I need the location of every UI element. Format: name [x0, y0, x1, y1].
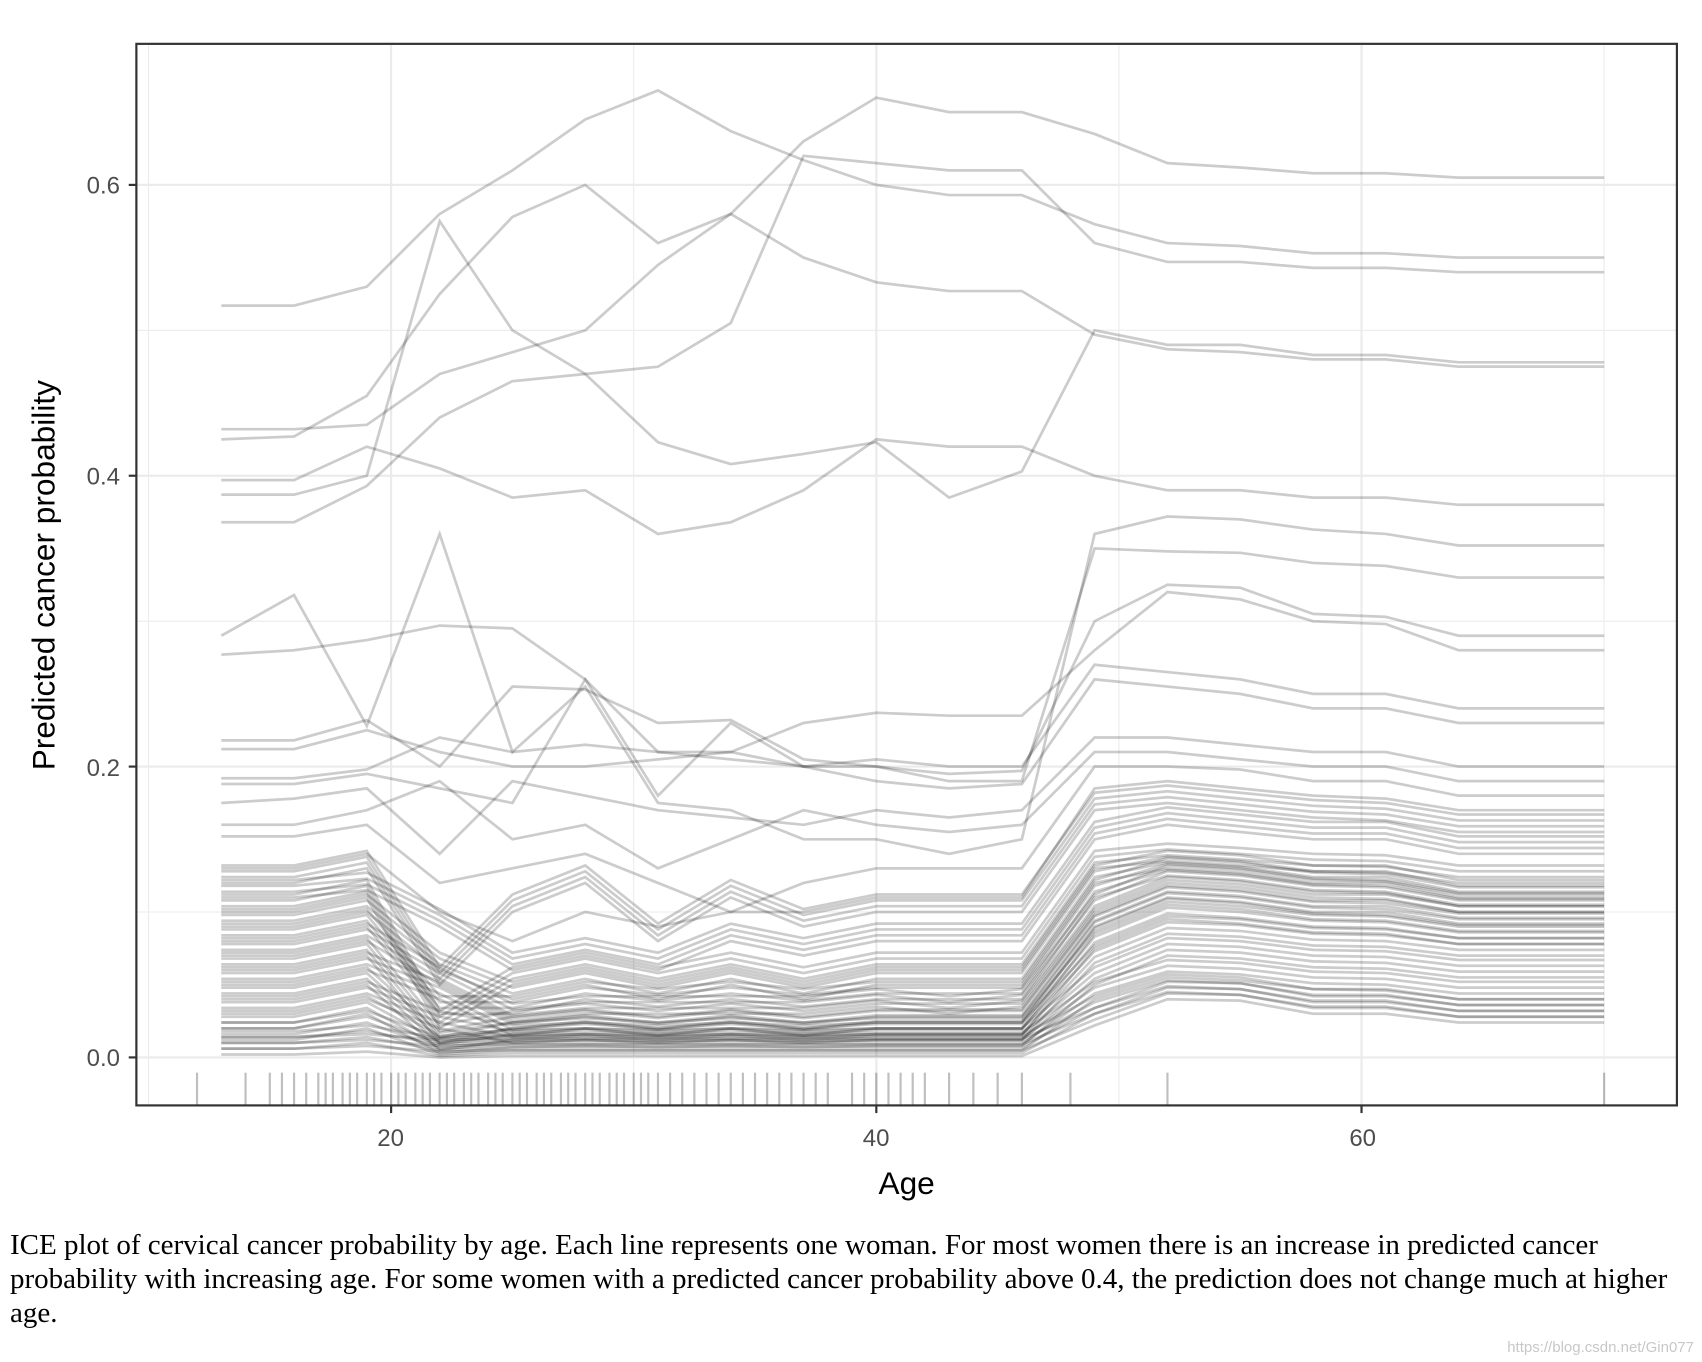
- ice-line: [221, 789, 1605, 976]
- ice-line: [221, 984, 1605, 1052]
- ice-line: [221, 784, 1605, 970]
- ice-line: [221, 663, 1605, 780]
- ice-line: [221, 795, 1605, 982]
- ice-line: [221, 676, 1605, 805]
- ice-line: [221, 990, 1605, 1058]
- ice-line: [221, 881, 1605, 1023]
- ice-line: [221, 590, 1605, 768]
- y-tick-label: 0.4: [87, 464, 120, 491]
- ice-line: [221, 842, 1605, 1013]
- ice-line: [221, 750, 1605, 870]
- ice-line: [221, 980, 1605, 1042]
- ice-line: [221, 903, 1605, 1037]
- ice-lines: [220, 88, 1605, 1059]
- ice-line: [221, 855, 1605, 989]
- ice-line: [221, 779, 1605, 943]
- x-tick-label: 60: [1349, 1125, 1376, 1152]
- ice-line: [221, 868, 1605, 1010]
- ice-line: [221, 859, 1605, 1031]
- ice-line: [221, 878, 1605, 1027]
- y-tick-label: 0.2: [87, 755, 120, 782]
- ice-line: [221, 900, 1605, 1035]
- ice-line: [220, 515, 1605, 856]
- y-tick-label: 0.6: [87, 172, 120, 199]
- ice-line: [221, 890, 1605, 1039]
- ice-line: [221, 976, 1605, 1056]
- ice-line: [221, 817, 1605, 966]
- ice-line: [221, 811, 1605, 960]
- ice-line: [221, 849, 1605, 984]
- ice-line: [221, 583, 1605, 776]
- ice-line: [221, 853, 1605, 1025]
- ice-line: [221, 926, 1605, 1039]
- ice-line: [221, 986, 1605, 1048]
- ice-line: [221, 906, 1605, 1040]
- ice-line: [221, 765, 1605, 914]
- ice-line: [221, 801, 1605, 987]
- figure-caption: ICE plot of cervical cancer probability …: [10, 1229, 1668, 1329]
- ice-line: [221, 914, 1605, 1027]
- y-axis-label: Predicted cancer probability: [26, 380, 62, 770]
- ice-line: [221, 964, 1605, 1045]
- ice-line: [221, 997, 1605, 1059]
- ice-line: [221, 936, 1605, 1037]
- plot-border: [135, 42, 1678, 1107]
- rug-marks: [195, 1072, 1606, 1106]
- ice-line: [221, 932, 1605, 1045]
- ice-line: [221, 437, 1605, 536]
- ice-line: [221, 88, 1605, 307]
- ice-line: [221, 948, 1605, 1049]
- ice-line: [221, 958, 1605, 1039]
- ice-line: [221, 891, 1605, 1026]
- ice-line: [221, 970, 1605, 1051]
- ice-line: [221, 856, 1605, 998]
- ice-line: [221, 917, 1605, 1052]
- ice-line: [221, 96, 1605, 431]
- ice-line: [221, 874, 1605, 1016]
- ice-line: [221, 875, 1605, 1017]
- ice-line: [221, 884, 1605, 1033]
- ice-line: [221, 805, 1605, 955]
- ice-line: [221, 869, 1605, 1011]
- ice-line: [221, 885, 1605, 1020]
- ice-line: [221, 866, 1605, 1001]
- ice-line: [221, 823, 1605, 972]
- axis-ticks: [128, 183, 1363, 1114]
- ice-line: [221, 848, 1605, 1019]
- ice-line: [221, 979, 1605, 1046]
- ice-line: [221, 992, 1605, 1053]
- x-axis-label: Age: [879, 1165, 935, 1201]
- ice-line: [221, 736, 1605, 856]
- ice-line: [221, 912, 1605, 1046]
- ice-line: [221, 973, 1605, 1040]
- ice-line: [221, 920, 1605, 1033]
- ice-line: [221, 154, 1605, 524]
- grid: [136, 43, 1677, 1106]
- watermark: https://blog.csdn.net/Gin077: [1507, 1339, 1694, 1356]
- ice-line: [221, 864, 1605, 1006]
- ice-line: [221, 862, 1605, 1004]
- ice-line: [221, 183, 1605, 441]
- ice-line: [221, 861, 1605, 995]
- ice-line: [221, 954, 1605, 1055]
- x-tick-label: 40: [863, 1125, 890, 1152]
- x-tick-label: 20: [377, 1125, 404, 1152]
- ice-line: [221, 547, 1605, 783]
- ice-line: [221, 218, 1605, 500]
- ice-line: [221, 897, 1605, 1032]
- ice-line: [221, 896, 1605, 1045]
- ice-line: [221, 942, 1605, 1043]
- y-tick-label: 0.0: [87, 1045, 120, 1072]
